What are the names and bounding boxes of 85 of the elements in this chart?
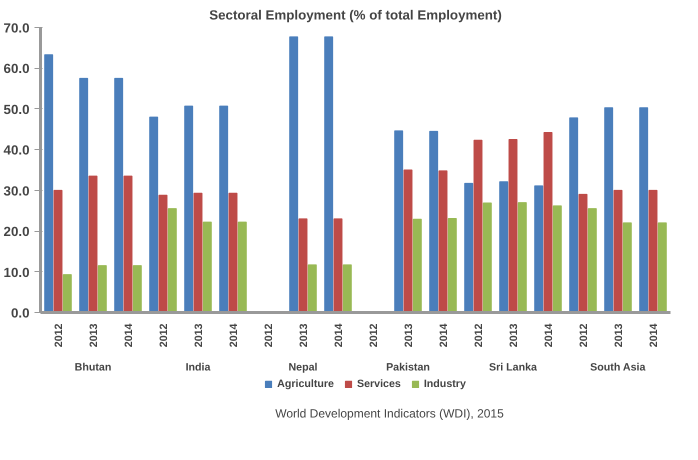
legend-label: Services <box>356 378 401 390</box>
x-tick-label: 2013 <box>613 323 625 348</box>
bar <box>658 222 667 312</box>
x-tick-label: 2013 <box>298 323 310 348</box>
bar <box>544 132 552 312</box>
y-tick-label: 70.0 <box>4 20 30 36</box>
text: World Development Indicators (WDI), 2015 <box>275 406 504 420</box>
bar <box>404 170 412 312</box>
bar <box>158 194 168 312</box>
bar <box>499 181 508 312</box>
bar <box>482 202 492 312</box>
bar <box>639 107 648 312</box>
bar <box>98 265 107 312</box>
x-tick-label: 2012 <box>158 323 170 348</box>
y-tick-label: 50.0 <box>4 102 30 117</box>
bar <box>334 218 342 312</box>
bar <box>62 274 72 312</box>
bar <box>238 222 247 312</box>
text: India <box>186 362 211 374</box>
x-tick-label: 2014 <box>543 323 555 348</box>
y-tick-label: 10.0 <box>4 264 30 280</box>
bar <box>508 138 518 312</box>
bar <box>114 78 124 312</box>
x-tick-label: 2013 <box>88 323 100 348</box>
x-tick-label: 2014 <box>438 323 450 348</box>
bar <box>219 106 228 312</box>
bar <box>552 205 562 312</box>
bar <box>569 117 578 312</box>
text: South Asia <box>590 362 646 374</box>
y-tick-label: 40.0 <box>4 142 30 158</box>
y-tick-label: 30.0 <box>4 183 30 198</box>
bar <box>194 192 202 312</box>
bar <box>79 78 88 312</box>
bar <box>429 130 438 312</box>
bar <box>54 190 62 312</box>
x-tick-label: 2012 <box>578 323 590 348</box>
bar <box>308 264 317 312</box>
bar <box>124 176 132 312</box>
bar <box>289 36 298 312</box>
legend-label: Industry <box>424 378 466 390</box>
y-tick-label: 0.0 <box>10 306 30 320</box>
bar <box>88 176 98 312</box>
text: Pakistan <box>386 362 430 374</box>
bar <box>578 194 588 312</box>
x-tick-label: 2014 <box>648 323 660 348</box>
bar <box>534 185 544 312</box>
x-tick-label: 2012 <box>368 323 380 348</box>
text: Sri Lanka <box>489 362 538 374</box>
bar <box>614 190 622 312</box>
bar <box>342 264 352 312</box>
bar <box>438 170 448 312</box>
bar <box>184 106 194 312</box>
text: Bhutan <box>74 362 112 374</box>
bar <box>132 265 142 312</box>
y-tick-label: 60.0 <box>4 61 30 76</box>
bar <box>412 218 422 312</box>
bar <box>604 107 614 312</box>
bar <box>648 190 658 312</box>
x-tick-label: 2013 <box>508 323 520 348</box>
bar <box>324 36 334 312</box>
bar <box>298 218 308 312</box>
bar <box>448 218 457 312</box>
bar <box>474 140 482 312</box>
bar <box>168 208 177 312</box>
y-tick-label: 20.0 <box>4 224 30 240</box>
bar <box>588 208 597 312</box>
bar <box>202 222 212 312</box>
x-tick-label: 2013 <box>403 323 415 348</box>
bar <box>44 54 54 312</box>
bar <box>228 192 238 312</box>
bar <box>149 116 158 312</box>
bar <box>518 202 527 312</box>
x-tick-label: 2014 <box>333 323 345 348</box>
x-tick-label: 2013 <box>193 323 205 348</box>
x-tick-label: 2012 <box>263 323 275 348</box>
x-tick-label: 2012 <box>53 323 65 348</box>
chart-title: Sectoral Employment (% of total Employment) <box>209 8 502 22</box>
x-tick-label: 2014 <box>228 323 240 348</box>
bar <box>464 182 474 312</box>
legend-label: Agriculture <box>277 378 334 390</box>
x-tick-label: 2012 <box>473 323 485 348</box>
bar <box>622 222 632 312</box>
x-tick-label: 2014 <box>123 323 135 348</box>
text: Nepal <box>288 362 318 374</box>
bar <box>394 130 404 312</box>
